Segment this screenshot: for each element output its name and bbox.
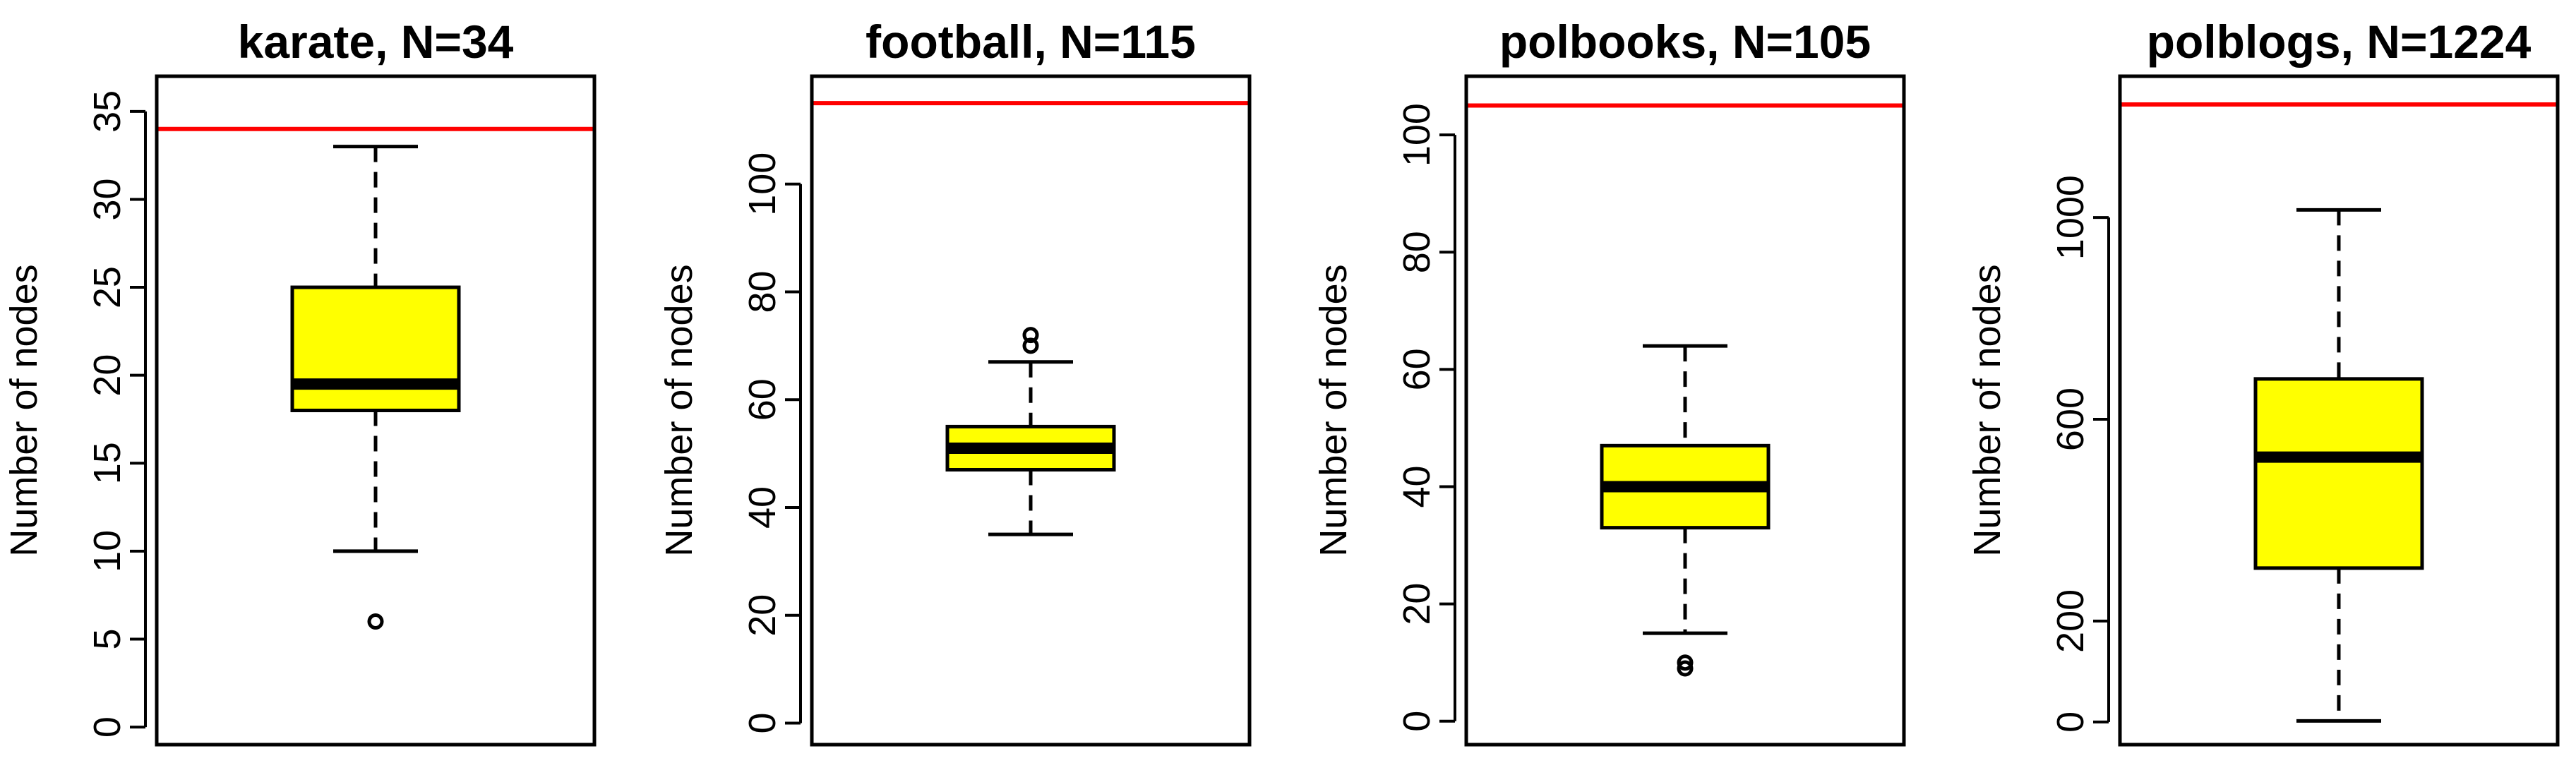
chart-title: polbooks, N=105 <box>1499 16 1871 68</box>
y-tick-label: 30 <box>86 178 128 220</box>
outlier-point <box>367 613 384 630</box>
y-tick-label: 1000 <box>2049 175 2092 260</box>
y-axis-label: Number of nodes <box>658 264 700 556</box>
plot-frame <box>155 74 597 747</box>
y-tick-label: 80 <box>741 270 784 313</box>
y-tick-label: 5 <box>86 628 128 649</box>
y-tick-label: 25 <box>86 266 128 308</box>
interquartile-box <box>290 285 461 413</box>
y-tick-label: 40 <box>741 486 784 529</box>
y-tick-label: 20 <box>1396 583 1438 625</box>
y-tick-label: 200 <box>2049 589 2092 653</box>
y-tick-label: 20 <box>86 354 128 397</box>
y-tick-label: 15 <box>86 442 128 484</box>
y-tick-label: 0 <box>741 712 784 733</box>
panel-3: polbooks, N=105 Number of nodes 0 20 40 60 80 1… <box>1312 16 1906 747</box>
interquartile-box <box>2253 377 2424 570</box>
y-tick-label: 80 <box>1396 231 1438 273</box>
y-tick-label: 600 <box>2049 388 2092 451</box>
y-tick-label: 0 <box>86 716 128 738</box>
outlier-point <box>1677 654 1694 671</box>
chart-title: football, N=115 <box>865 16 1196 68</box>
outlier-point <box>1022 327 1039 344</box>
y-tick-label: 0 <box>2049 711 2092 733</box>
panel-2: football, N=115 Number of nodes 0 20 40 60 80 1… <box>658 16 1252 747</box>
y-tick-label: 60 <box>741 378 784 421</box>
y-tick-label: 100 <box>741 152 784 216</box>
plot-frame <box>2118 74 2560 747</box>
plot-frame <box>810 74 1252 747</box>
panel-1: karate, N=34 Number of nodes 0 5 10 15 20 25 30 3… <box>3 16 597 747</box>
outlier-point <box>1677 660 1694 677</box>
panel-4: polblogs, N=1224 Number of nodes 0 200 600 10… <box>1966 16 2560 747</box>
y-axis-label: Number of nodes <box>1966 264 2008 556</box>
y-tick-label: 10 <box>86 530 128 572</box>
y-tick-label: 20 <box>741 594 784 637</box>
y-axis-label: Number of nodes <box>1312 264 1355 556</box>
chart-title: polblogs, N=1224 <box>2147 16 2532 68</box>
outlier-point <box>1022 337 1039 354</box>
y-tick-label: 40 <box>1396 465 1438 507</box>
y-axis-label: Number of nodes <box>3 264 45 556</box>
y-tick-label: 35 <box>86 90 128 133</box>
y-tick-label: 60 <box>1396 348 1438 390</box>
chart-title: karate, N=34 <box>238 16 514 68</box>
y-tick-label: 100 <box>1396 103 1438 167</box>
plot-frame <box>1464 74 1906 747</box>
y-tick-label: 0 <box>1396 711 1438 732</box>
